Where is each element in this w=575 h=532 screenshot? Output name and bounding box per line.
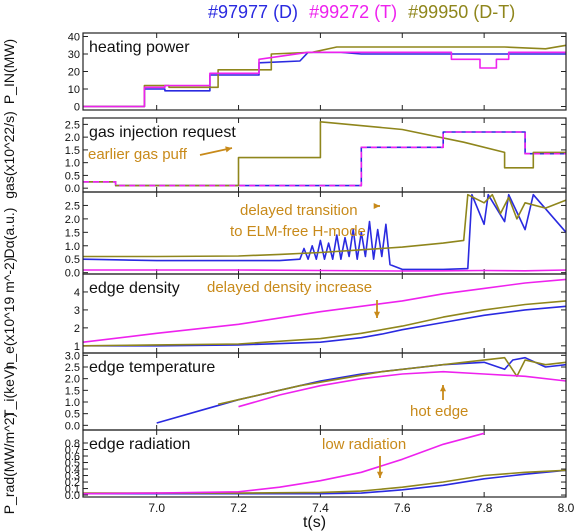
y-tick-label: 2.0 [65, 374, 80, 386]
annotation-label: to ELM-free H-mode [230, 223, 366, 240]
series-line [83, 121, 566, 187]
arrow-density-head [373, 311, 381, 318]
panel-5: 0.00.51.01.52.02.53.0 edge temperature T_i… [1, 350, 567, 432]
series-line [238, 370, 567, 408]
annotation-label: delayed transition [240, 202, 358, 219]
y-tick-label: 20 [68, 67, 80, 79]
panel-3: 0.0 0.51.0 1.52.0 2.5 Dα(a.u.) delayed transi… [1, 191, 567, 280]
y-axis-label: T_i(keV) [1, 365, 17, 418]
annotation-label: low radiation [322, 436, 406, 453]
y-tick-label: 1.0 [65, 397, 80, 409]
y-tick-label: 0.3 [65, 471, 80, 483]
y-tick-label: 1.5 [65, 145, 80, 157]
y-tick-label: 2.5 [65, 200, 80, 212]
y-tick-label: 30 [68, 49, 80, 61]
panel-frame [82, 32, 567, 111]
series-line [83, 44, 567, 108]
series-line [82, 278, 567, 343]
y-tick-label: 2.0 [65, 214, 80, 226]
y-tick-label: 0.7 [65, 445, 80, 457]
legend-entry-dt: #99950 (D-T) [408, 2, 516, 22]
panel-title: gas injection request [89, 124, 236, 141]
arrow-transition-stub-head [373, 202, 380, 210]
panel-frame [82, 429, 567, 498]
x-tick-label: 7.2 [230, 501, 247, 515]
annotation-label: earlier gas puff [88, 146, 188, 163]
legend: #97977 (D) #99272 (T) #99950 (D-T) [208, 2, 521, 23]
series-line [217, 356, 567, 406]
y-axis-label: P_rad(MW/m^2) [1, 413, 17, 514]
y-tick-label: 0.0 [65, 420, 80, 432]
panel-6: 0.00.10.20.30.40.50.60.70.8 edge radiatio… [1, 413, 567, 514]
legend-entry-t: #99272 (T) [309, 2, 398, 22]
y-tick-label: 0.5 [65, 458, 80, 470]
y-tick-label: 1.5 [65, 385, 80, 397]
y-axis-label: n_e(x10^19 m^-2) [1, 258, 17, 370]
series-line [83, 305, 567, 347]
legend-entry-d: #97977 (D) [208, 2, 299, 22]
y-tick-label: 2.5 [65, 119, 80, 131]
series-line [83, 469, 567, 495]
panel-1: 0 10 20 30 40 heating power P_IN(MW) [1, 32, 567, 114]
y-tick-label: 1.0 [65, 241, 80, 253]
series-line [83, 131, 566, 187]
y-tick-label: 2.5 [65, 362, 80, 374]
x-tick-label: 8.0 [558, 501, 575, 515]
series-line [83, 51, 566, 108]
y-tick-label: 4 [74, 287, 80, 299]
y-tick-label: 40 [68, 32, 80, 44]
panel-title: edge radiation [89, 436, 190, 453]
y-tick-label: 1.0 [65, 158, 80, 170]
y-axis-label: gas(x10^22/s) [1, 111, 17, 199]
series-line [83, 469, 567, 494]
panel-title: edge temperature [89, 359, 215, 376]
panel-title: edge density [89, 280, 180, 297]
series-line [82, 432, 485, 495]
y-tick-label: 1 [74, 341, 80, 353]
panel-title: heating power [89, 39, 190, 56]
y-tick-label: 0.2 [65, 477, 80, 489]
y-tick-label: 3.0 [65, 350, 80, 362]
series-line [83, 193, 567, 258]
series-line [83, 269, 567, 272]
y-tick-label: 0.0 [65, 268, 80, 280]
y-tick-label: 0.4 [65, 464, 80, 476]
y-tick-label: 10 [68, 84, 80, 96]
series-line [156, 356, 567, 424]
y-tick-label: 0.0 [65, 183, 80, 195]
x-tick-label: 7.8 [476, 501, 493, 515]
x-tick-label: 7.0 [148, 501, 165, 515]
y-tick-label: 3 [74, 305, 80, 317]
y-axis-label: P_IN(MW) [1, 39, 17, 104]
arrow-gas-puff-head [225, 146, 232, 153]
x-tick-label: 7.6 [394, 501, 411, 515]
y-tick-label: 0.0 [65, 490, 80, 502]
y-tick-label: 0.8 [65, 438, 80, 450]
y-tick-label: 1.5 [65, 227, 80, 239]
series-line [83, 51, 566, 108]
x-tick-label: 7.4 [312, 501, 329, 515]
arrow-radiation-head [376, 471, 384, 478]
y-tick-label: 0.5 [65, 170, 80, 182]
annotation-label: delayed density increase [207, 279, 372, 296]
y-tick-label: 0.5 [65, 254, 80, 266]
series-line [82, 300, 567, 347]
y-tick-label: 2 [74, 323, 80, 335]
y-tick-label: 0 [74, 102, 80, 114]
y-axis-label: Dα(a.u.) [1, 208, 17, 259]
y-tick-label: 2.0 [65, 132, 80, 144]
panel-2: 0.00.51.01.52.02.5 gas injection request g… [1, 111, 567, 199]
arrow-hot-edge-head [439, 385, 447, 392]
y-tick-label: 0.1 [65, 484, 80, 496]
y-tick-label: 0.5 [65, 409, 80, 421]
y-tick-label: 0.6 [65, 451, 80, 463]
annotation-label: hot edge [410, 403, 468, 420]
panel-4: 1 2 3 4 edge density n_e(x10^19 m^-2) delayed … [1, 258, 567, 370]
x-axis-label: t(s) [303, 514, 326, 531]
